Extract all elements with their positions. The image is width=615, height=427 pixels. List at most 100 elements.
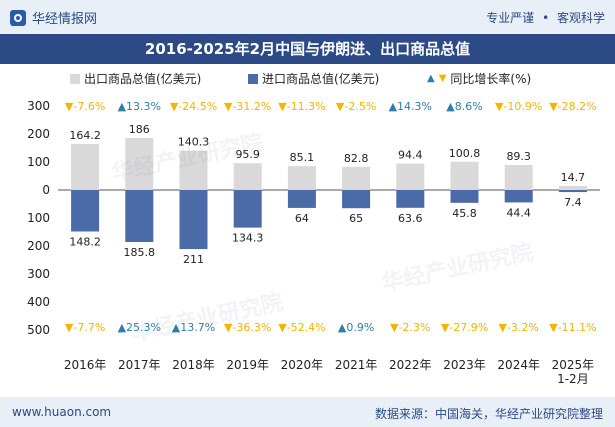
bar-export (287, 166, 316, 190)
y-tick-label: 100 (27, 155, 50, 169)
growth-export-label: ▼-28.2% (549, 100, 596, 113)
bar-export (396, 163, 425, 190)
x-tick-label: 2021年 (335, 358, 378, 372)
y-tick-label: 300 (27, 267, 50, 281)
growth-import-label: ▼-27.9% (441, 321, 488, 334)
bar-import (396, 190, 425, 208)
growth-import-label: ▼-3.2% (499, 321, 539, 334)
growth-import-label: ▼-7.7% (65, 321, 105, 334)
y-tick-label: 200 (27, 239, 50, 253)
y-tick-label: 200 (27, 127, 50, 141)
y-tick-label: 500 (27, 323, 50, 337)
growth-import-label: ▲25.3% (118, 321, 161, 334)
bar-export (342, 166, 371, 190)
data-label-import: 63.6 (398, 212, 423, 225)
growth-import-label: ▼-36.3% (224, 321, 271, 334)
chart-title: 2016-2025年2月中国与伊朗进、出口商品总值 (0, 34, 615, 64)
triangle-up-icon: ▲ (427, 73, 435, 84)
legend-growth: ▲ ▼ 同比增长率(%) (427, 70, 531, 87)
bar-export (179, 150, 208, 190)
bar-import (558, 190, 587, 193)
data-label-import: 211 (183, 253, 204, 266)
data-label-import: 65 (349, 212, 363, 225)
growth-import-label: ▲0.9% (338, 321, 374, 334)
x-tick-label: 2024年 (497, 358, 540, 372)
footer-url[interactable]: www.huaon.com (12, 405, 112, 419)
brand-name: 华经情报网 (32, 12, 98, 27)
growth-import-label: ▲13.7% (172, 321, 215, 334)
y-tick-label: 300 (27, 99, 50, 113)
footer: www.huaon.com 数据来源：中国海关，华经产业研究院整理 (0, 397, 615, 427)
x-tick-label: 2023年 (443, 358, 486, 372)
bullet-icon: • (542, 11, 550, 25)
x-tick-label: 2020年 (281, 358, 324, 372)
footer-source: 数据来源：中国海关，华经产业研究院整理 (374, 407, 603, 421)
bar-import (342, 190, 371, 209)
x-tick-label: 2018年 (172, 358, 215, 372)
growth-export-label: ▼-11.3% (278, 100, 325, 113)
growth-export-label: ▼-7.6% (65, 100, 105, 113)
data-label-export: 82.8 (344, 152, 369, 165)
data-label-import: 7.4 (564, 196, 582, 209)
triangle-down-icon: ▼ (438, 73, 447, 84)
bar-export (125, 137, 154, 190)
data-label-import: 148.2 (69, 235, 101, 248)
data-label-import: 185.8 (124, 246, 156, 259)
chart-canvas: 300 200 100 0 100 200 300 400 500 164.2 148.2 ▼-7.6… (27, 99, 600, 386)
legend: 出口商品总值(亿美元) 进口商品总值(亿美元) ▲ ▼ 同比增长率(%) (0, 66, 615, 88)
y-tick-label: 400 (27, 295, 50, 309)
growth-export-label: ▼-24.5% (170, 100, 217, 113)
header-tags: 专业严谨 • 客观科学 (486, 9, 605, 26)
growth-export-label: ▼-10.9% (495, 100, 542, 113)
growth-export-label: ▼-2.5% (336, 100, 376, 113)
growth-import-label: ▼-52.4% (278, 321, 325, 334)
bar-import (450, 190, 479, 203)
data-label-export: 164.2 (69, 129, 101, 142)
tag-professional: 专业严谨 (486, 11, 535, 25)
bar-import (504, 190, 533, 203)
bar-export (504, 164, 533, 190)
top-bar: 华经情报网 专业严谨 • 客观科学 (0, 0, 615, 34)
growth-export-label: ▼-31.2% (224, 100, 271, 113)
x-tick-label: 2019年 (226, 358, 269, 372)
bar-import (179, 190, 208, 250)
data-label-import: 64 (295, 212, 309, 225)
bar-import (125, 190, 154, 243)
legend-import-label: 进口商品总值(亿美元) (262, 72, 380, 86)
bar-import (287, 190, 316, 208)
growth-import-label: ▼-11.1% (549, 321, 596, 334)
data-label-import: 44.4 (506, 206, 531, 219)
data-label-export: 85.1 (290, 151, 315, 164)
data-label-import: 134.3 (232, 232, 264, 245)
legend-import-swatch (248, 73, 258, 84)
x-tick-label: 1-2月 (557, 372, 589, 386)
brand-logo-icon (10, 9, 26, 26)
bar-import (71, 190, 100, 232)
legend-growth-label: 同比增长率(%) (450, 72, 532, 86)
x-tick-label: 2025年 (552, 358, 595, 372)
data-label-import: 45.8 (452, 207, 477, 220)
legend-export-label: 出口商品总值(亿美元) (84, 72, 202, 86)
x-tick-label: 2017年 (118, 358, 161, 372)
legend-import: 进口商品总值(亿美元) (248, 70, 379, 87)
data-label-export: 140.3 (178, 136, 210, 149)
y-tick-label: 0 (42, 183, 50, 197)
growth-export-label: ▲14.3% (389, 100, 432, 113)
x-tick-label: 2022年 (389, 358, 432, 372)
data-label-export: 89.3 (506, 150, 531, 163)
bar-export (558, 185, 587, 190)
tag-objective: 客观科学 (556, 11, 605, 25)
bar-export (71, 144, 100, 190)
growth-export-label: ▲13.3% (118, 100, 161, 113)
y-tick-label: 100 (27, 211, 50, 225)
brand: 华经情报网 (10, 8, 97, 27)
data-label-export: 94.4 (398, 149, 423, 162)
data-label-export: 186 (129, 123, 150, 136)
bar-export (233, 163, 262, 190)
growth-export-label: ▲8.6% (446, 100, 482, 113)
data-label-export: 95.9 (235, 148, 260, 161)
legend-export-swatch (70, 73, 80, 84)
growth-import-label: ▼-2.3% (390, 321, 430, 334)
legend-export: 出口商品总值(亿美元) (70, 70, 201, 87)
bar-export (450, 161, 479, 190)
